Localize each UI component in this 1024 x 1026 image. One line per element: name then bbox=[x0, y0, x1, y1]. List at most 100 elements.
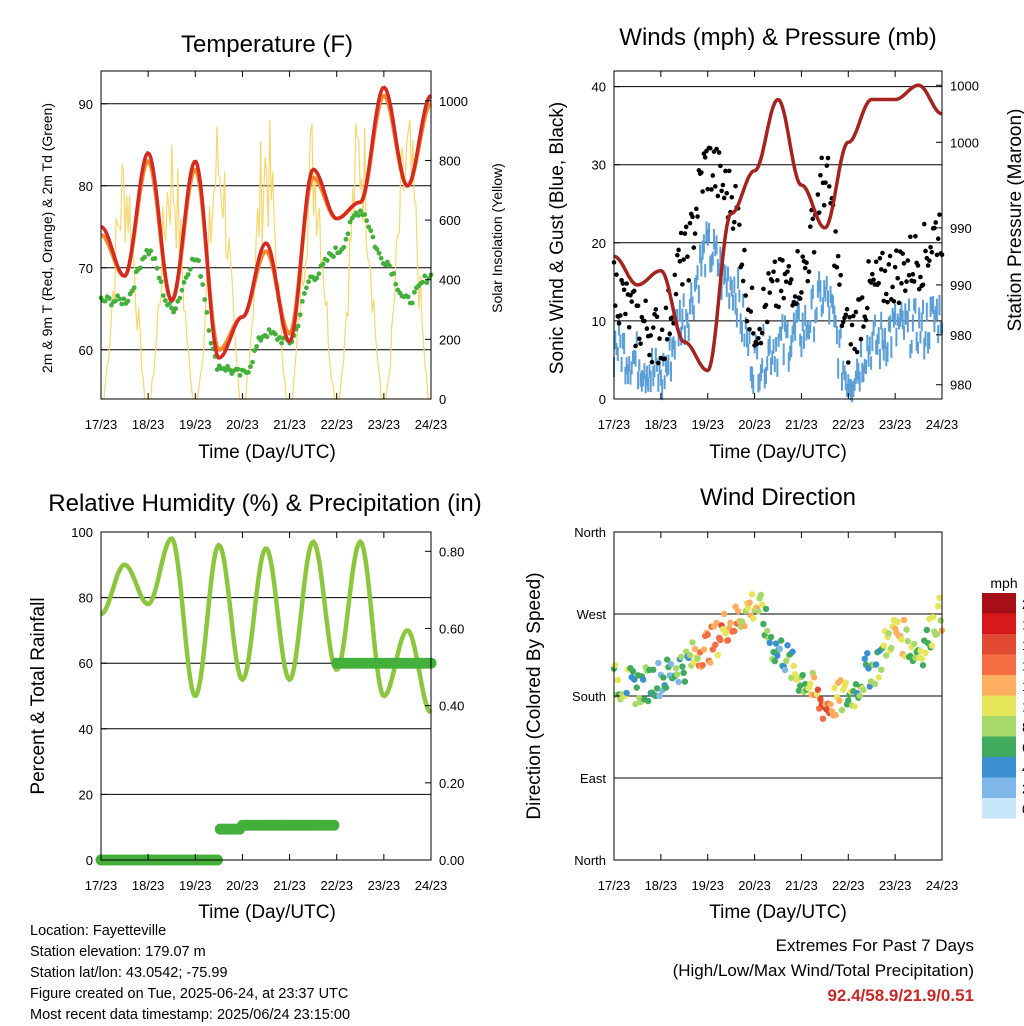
gust-point bbox=[834, 265, 840, 270]
dewpoint-point bbox=[223, 367, 228, 373]
wind-direction-point bbox=[903, 626, 910, 633]
wind-direction-point bbox=[663, 656, 671, 663]
wind-direction-point bbox=[656, 692, 663, 700]
gust-point bbox=[877, 255, 883, 261]
dewpoint-point bbox=[364, 218, 370, 224]
gust-point bbox=[863, 317, 869, 323]
gust-point bbox=[840, 319, 846, 325]
dewpoint-point bbox=[304, 285, 309, 291]
colorbar-label: 6 bbox=[1022, 740, 1024, 756]
gust-point bbox=[739, 262, 745, 268]
gust-point bbox=[781, 295, 786, 301]
wind-direction-point bbox=[832, 711, 839, 719]
dewpoint-point bbox=[125, 298, 131, 304]
temperature-xtick-label: 22/23 bbox=[320, 417, 353, 432]
winds-xlabel: Time (Day/UTC) bbox=[709, 442, 847, 463]
gust-point bbox=[721, 195, 727, 201]
temperature-2m-line bbox=[100, 85, 432, 360]
gust-point bbox=[699, 170, 704, 175]
gust-point bbox=[786, 264, 792, 269]
gust-point bbox=[683, 224, 689, 230]
wind-direction-point bbox=[852, 681, 860, 688]
temperature-ytick-label: 90 bbox=[79, 97, 93, 112]
dewpoint-point bbox=[299, 298, 305, 304]
wind-direction-point bbox=[629, 668, 637, 675]
dewpoint-point bbox=[387, 263, 392, 268]
gust-point bbox=[653, 307, 659, 312]
dewpoint-point bbox=[202, 297, 208, 302]
gust-point bbox=[748, 309, 754, 314]
dewpoint-point bbox=[316, 271, 322, 277]
wind-direction-point bbox=[923, 626, 931, 634]
wind-direction-point bbox=[875, 674, 882, 681]
gust-point bbox=[709, 187, 714, 192]
gust-point bbox=[618, 313, 623, 318]
wind-direction-point bbox=[731, 627, 738, 635]
winds-xtick-label: 21/23 bbox=[785, 417, 818, 432]
gust-point bbox=[833, 229, 838, 234]
gust-point bbox=[891, 298, 897, 304]
gust-point bbox=[806, 269, 812, 274]
gust-point bbox=[778, 288, 784, 294]
humidity-xtick-label: 21/23 bbox=[273, 878, 306, 893]
colorbar-label: 0 bbox=[1022, 801, 1024, 817]
temperature-xtick-label: 21/23 bbox=[273, 417, 306, 432]
gust-point bbox=[719, 188, 724, 194]
dewpoint-point bbox=[225, 363, 231, 369]
dewpoint-point bbox=[196, 258, 201, 264]
gust-point bbox=[691, 245, 697, 250]
dewpoint-point bbox=[358, 208, 363, 214]
dewpoint-point bbox=[181, 280, 187, 285]
colorbar-swatch bbox=[982, 593, 1016, 614]
direction-xtick-label: 20/23 bbox=[738, 878, 771, 893]
gust-point bbox=[740, 278, 746, 284]
humidity-xtick-label: 20/23 bbox=[226, 878, 259, 893]
wind-direction-point bbox=[699, 661, 706, 669]
wind-direction-point bbox=[686, 652, 694, 659]
gust-point bbox=[705, 186, 711, 192]
gust-point bbox=[824, 163, 830, 168]
gust-point bbox=[916, 286, 922, 292]
humidity-ytick-label: 60 bbox=[79, 656, 93, 671]
wind-direction-point bbox=[796, 682, 804, 689]
dewpoint-point bbox=[198, 274, 204, 279]
direction-ylabel-left: Direction (Colored By Speed) bbox=[524, 572, 545, 819]
gust-point bbox=[628, 292, 633, 298]
direction-xtick-label: 17/23 bbox=[598, 878, 631, 893]
dewpoint-point bbox=[158, 279, 164, 285]
dewpoint-point bbox=[245, 369, 251, 375]
wind-direction-point bbox=[667, 660, 675, 668]
dewpoint-point bbox=[187, 266, 193, 272]
gust-point bbox=[929, 249, 935, 255]
winds-ytick-label: 20 bbox=[592, 236, 606, 251]
gust-point bbox=[662, 356, 667, 362]
gust-point bbox=[788, 277, 794, 282]
temperature-ytick-label-right: 0 bbox=[439, 392, 446, 407]
wind-direction-point bbox=[917, 647, 924, 655]
dewpoint-point bbox=[113, 298, 118, 304]
gust-point bbox=[818, 172, 823, 178]
colorbar-swatch bbox=[982, 777, 1016, 798]
dewpoint-point bbox=[169, 305, 174, 311]
wind-direction-point bbox=[936, 594, 943, 602]
gust-point bbox=[713, 184, 718, 189]
dewpoint-point bbox=[177, 295, 183, 301]
humidity-ytick-label: 100 bbox=[71, 525, 93, 540]
gust-point bbox=[764, 319, 770, 325]
temperature-ytick-label-right: 600 bbox=[439, 213, 461, 228]
wind-direction-point bbox=[777, 637, 785, 644]
gust-point bbox=[816, 210, 822, 215]
gust-point bbox=[686, 278, 692, 283]
wind-direction-point bbox=[781, 666, 789, 674]
gust-point bbox=[682, 231, 688, 236]
temperature-xtick-label: 20/23 bbox=[226, 417, 259, 432]
wind-direction-point bbox=[745, 604, 752, 612]
dewpoint-point bbox=[131, 285, 137, 291]
winds-xtick-label: 18/23 bbox=[645, 417, 678, 432]
dewpoint-point bbox=[214, 367, 220, 372]
wind-direction-point bbox=[679, 663, 686, 670]
dewpoint-point bbox=[306, 279, 311, 285]
wind-direction-point bbox=[680, 669, 687, 677]
gust-point bbox=[920, 282, 926, 288]
dewpoint-point bbox=[156, 275, 162, 281]
